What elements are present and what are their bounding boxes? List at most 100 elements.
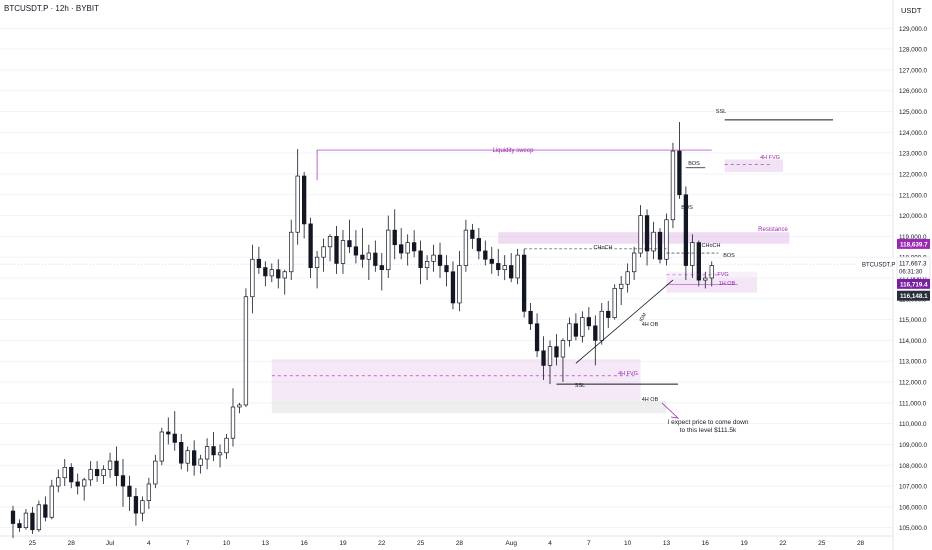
price-tick-label: 107,000.0 — [899, 484, 928, 491]
candle-down — [509, 265, 514, 279]
liquidity-sweep-label: Liquidity sweep — [492, 148, 534, 154]
symbol-tag: BTCUSDT.P — [862, 263, 895, 269]
candle-up — [703, 277, 708, 281]
candle-down — [172, 433, 177, 443]
candle-up — [224, 437, 229, 454]
candle-up — [651, 231, 656, 252]
candle-up — [314, 256, 320, 268]
fvg-4h-zone — [271, 359, 641, 401]
candle-down — [554, 346, 559, 358]
candle-up — [289, 231, 294, 273]
candle-up — [327, 236, 333, 248]
candle-down — [496, 263, 501, 271]
time-tick-label: Aug — [505, 540, 517, 547]
trendline — [575, 279, 674, 364]
candle-down — [133, 496, 139, 514]
candle-down — [166, 431, 171, 435]
fvg-4h-top-zone — [724, 159, 783, 172]
time-tick-label: 16 — [702, 540, 710, 547]
candle-up — [185, 450, 190, 464]
candle-up — [204, 446, 210, 460]
note-line-1: I expect price to come down — [668, 419, 749, 426]
candle-up — [217, 452, 223, 456]
candle-up — [250, 258, 255, 298]
candle-down — [179, 442, 184, 464]
price-tick-label: 115,000.0 — [899, 317, 927, 324]
candle-down — [353, 246, 359, 256]
price-tick-label: 111,000.0 — [899, 400, 927, 407]
candle-up — [515, 254, 520, 279]
candle-up — [463, 229, 469, 266]
candle-down — [606, 310, 611, 318]
fvg-4h-top-label: 4H FVG — [760, 155, 780, 161]
candle-down — [127, 485, 132, 497]
candle-down — [192, 450, 197, 466]
candle-up — [282, 271, 287, 279]
price-tick-label: 128,000.0 — [899, 47, 928, 54]
candle-up — [56, 477, 61, 487]
candle-down — [437, 254, 443, 266]
symbol-tag-bg — [858, 259, 896, 270]
candle-down — [263, 267, 268, 277]
time-tick-label: 4 — [147, 540, 151, 547]
candle-up — [431, 254, 436, 262]
candle-up — [159, 431, 164, 462]
price-tick-label: 126,000.0 — [899, 88, 928, 95]
idm-label: IDM — [638, 312, 648, 323]
candle-down — [256, 258, 262, 268]
candle-down — [373, 252, 378, 266]
price-tag-lower-bg — [897, 290, 930, 301]
candle-down — [399, 244, 404, 254]
candle-up — [405, 242, 410, 254]
price-tick-label: 129,000.0 — [899, 26, 928, 33]
candle-up — [62, 466, 67, 479]
time-tick-label: 28 — [68, 540, 76, 547]
time-tick-label: 19 — [339, 540, 347, 547]
candle-up — [153, 460, 158, 485]
candle-up — [567, 323, 572, 341]
candle-up — [625, 271, 630, 285]
time-tick-label: 28 — [456, 540, 464, 547]
price-tick-label: 119,000.0 — [899, 234, 927, 241]
candle-up — [237, 404, 242, 408]
candle-down — [308, 223, 313, 268]
candle-up — [140, 500, 145, 514]
candle-up — [146, 483, 152, 501]
price-tag-upper-bg — [897, 238, 930, 249]
time-tick-label: 7 — [587, 540, 591, 547]
candle-down — [360, 254, 365, 260]
resistance-zone — [498, 232, 790, 244]
candle-down — [392, 229, 397, 246]
price-tick-label: 120,000.0 — [899, 213, 928, 220]
candle-down — [696, 242, 701, 281]
candle-up — [36, 504, 42, 531]
bos-top-label: BOS — [688, 161, 700, 167]
time-tick-label: 22 — [779, 540, 787, 547]
ob-1h-label: 1H OB — [719, 281, 736, 287]
price-tick-label: 105,000.0 — [899, 525, 928, 532]
candle-down — [30, 512, 35, 531]
ssl-bottom-label: SSL — [575, 383, 585, 389]
candle-down — [483, 250, 488, 260]
time-tick-label: 22 — [378, 540, 386, 547]
candle-down — [120, 475, 126, 487]
candle-up — [670, 150, 676, 221]
candle-up — [82, 479, 87, 487]
candle-down — [644, 215, 650, 252]
candle-up — [340, 240, 346, 264]
candle-down — [593, 325, 598, 341]
candle-up — [49, 485, 54, 518]
candle-down — [276, 269, 281, 279]
bos-right-label: BOS — [723, 253, 735, 259]
price-tag-mid-bg — [897, 278, 930, 289]
candle-up — [502, 265, 507, 271]
note-line-2: to this level $111.5k — [680, 427, 737, 434]
candle-up — [243, 296, 249, 406]
candle-up — [664, 219, 669, 260]
candle-up — [198, 458, 203, 466]
price-tag-mid: 116,719.4 — [900, 281, 928, 288]
time-tick-label: 4 — [548, 540, 552, 547]
time-tick-label: 25 — [818, 540, 826, 547]
candle-down — [534, 323, 540, 352]
